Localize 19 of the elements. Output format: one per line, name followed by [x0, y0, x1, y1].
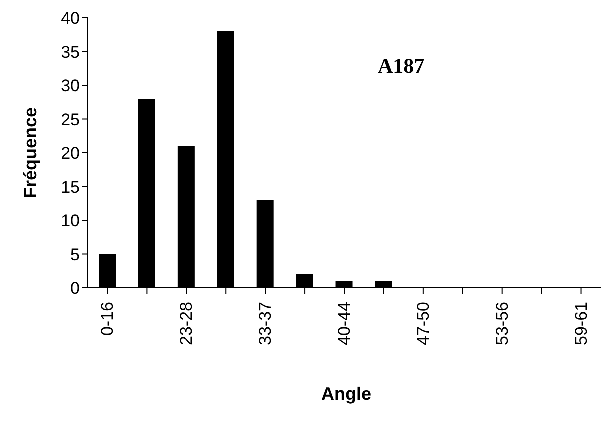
x-axis-title: Angle — [320, 384, 372, 405]
x-tick-label: 0-16 — [98, 302, 118, 336]
text: A187 — [378, 54, 425, 79]
y-tick-label: 40 — [61, 9, 80, 28]
y-tick-label: 5 — [70, 245, 80, 264]
y-tick-label: 15 — [61, 178, 80, 197]
y-tick-label: 25 — [61, 110, 80, 130]
x-tick-label: 59-61 — [572, 302, 591, 346]
y-tick-label: 10 — [61, 212, 80, 231]
y-tick-label: 35 — [61, 42, 80, 62]
x-tick-label: 53-56 — [492, 302, 512, 346]
y-axis-title: Fréquence — [20, 107, 40, 199]
x-tick-label: 40-44 — [335, 302, 354, 346]
y-tick-label: 20 — [61, 144, 80, 164]
y-tick-label: 0 — [70, 279, 80, 298]
x-tick-label: 23-28 — [177, 302, 196, 346]
x-tick-label: 47-50 — [414, 302, 433, 346]
y-tick-label: 30 — [61, 76, 80, 96]
x-tick-label: 33-37 — [256, 302, 276, 346]
